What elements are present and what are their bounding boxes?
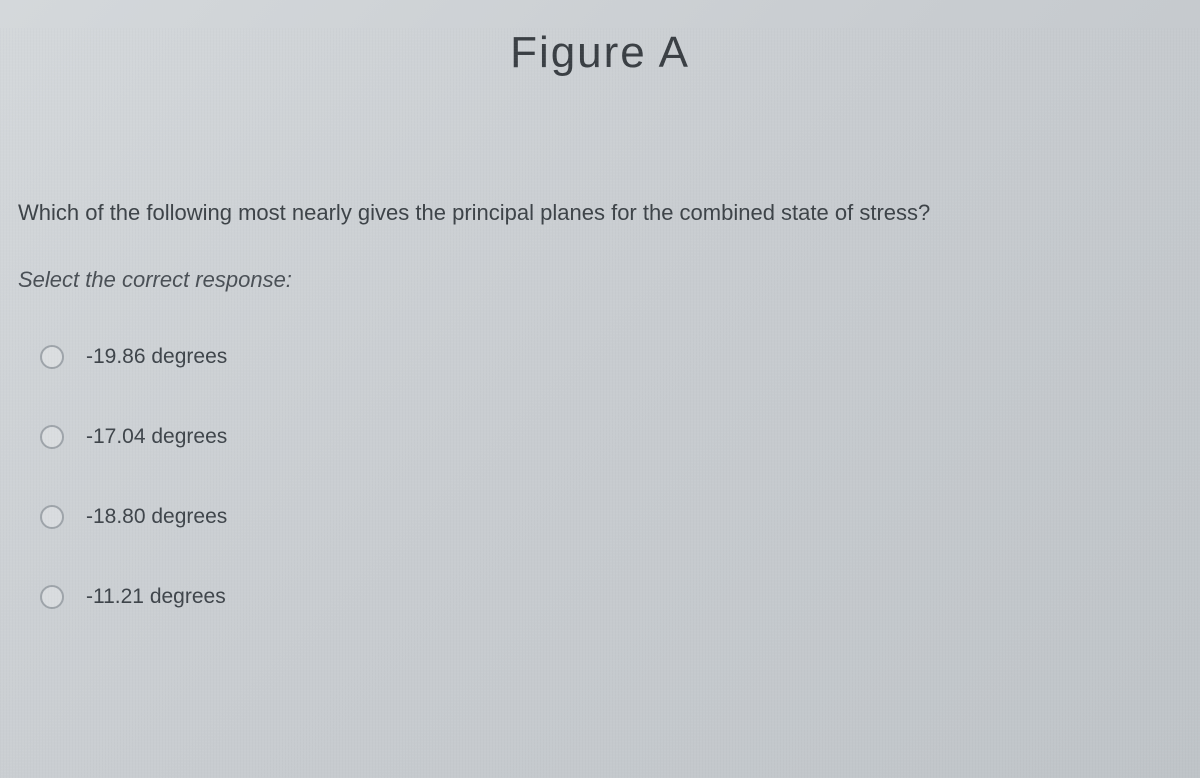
radio-icon[interactable] (40, 505, 64, 529)
option-row-4[interactable]: -11.21 degrees (40, 585, 1180, 609)
instruction-text: Select the correct response: (18, 267, 1180, 293)
question-text: Which of the following most nearly gives… (18, 198, 1180, 229)
option-label: -18.80 degrees (86, 505, 227, 529)
option-row-2[interactable]: -17.04 degrees (40, 425, 1180, 449)
question-block: Which of the following most nearly gives… (0, 198, 1200, 609)
options-group: -19.86 degrees -17.04 degrees -18.80 deg… (18, 345, 1180, 609)
figure-title: Figure A (0, 28, 1200, 78)
option-label: -11.21 degrees (86, 585, 226, 609)
radio-icon[interactable] (40, 345, 64, 369)
radio-icon[interactable] (40, 425, 64, 449)
radio-icon[interactable] (40, 585, 64, 609)
option-label: -17.04 degrees (86, 425, 227, 449)
option-label: -19.86 degrees (86, 345, 227, 369)
option-row-1[interactable]: -19.86 degrees (40, 345, 1180, 369)
option-row-3[interactable]: -18.80 degrees (40, 505, 1180, 529)
